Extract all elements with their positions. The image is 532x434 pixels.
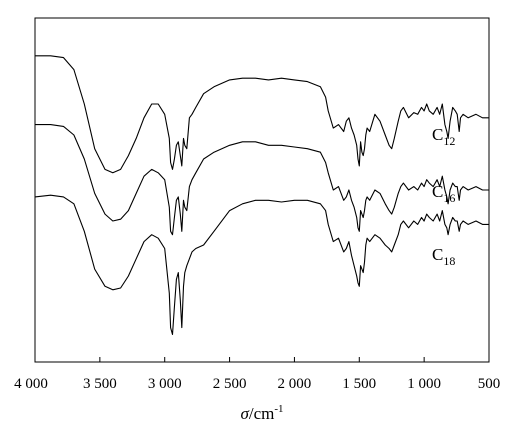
series-label-c18: C18 — [432, 245, 455, 268]
series-line-c18 — [34, 194, 489, 336]
x-axis-label-symbol: σ — [240, 404, 249, 423]
series-label-c12: C12 — [432, 125, 455, 148]
plot-frame — [34, 17, 490, 363]
series-line-c12 — [35, 55, 489, 174]
series-label-c18-sub: 18 — [443, 254, 455, 268]
x-axis-tick-labels: 4 000 3 500 3 000 2 500 2 000 1 500 1 000 500 — [14, 376, 500, 392]
x-axis-ticks — [34, 357, 490, 362]
x-tick-label-4000: 4 000 — [14, 376, 48, 392]
x-tick-label-500: 500 — [478, 376, 501, 392]
x-tick-label-1500: 1 500 — [342, 376, 376, 392]
series-label-c18-base: C — [432, 245, 443, 264]
series-line-c16 — [35, 124, 489, 236]
x-tick-label-3000: 3 000 — [148, 376, 182, 392]
series-label-c12-sub: 12 — [443, 134, 455, 148]
series-label-c16-sub: 16 — [443, 191, 455, 205]
x-tick-label-1000: 1 000 — [407, 376, 441, 392]
x-tick-label-3500: 3 500 — [83, 376, 117, 392]
series-lines — [34, 55, 489, 336]
series-label-c12-base: C — [432, 125, 443, 144]
x-axis-label-unit: /cm — [249, 404, 275, 423]
x-axis-label: σ/cm-1 — [240, 403, 283, 423]
x-tick-label-2000: 2 000 — [278, 376, 312, 392]
x-tick-label-2500: 2 500 — [213, 376, 247, 392]
series-label-c16: C16 — [432, 182, 455, 205]
series-label-c16-base: C — [432, 182, 443, 201]
x-axis-label-exponent: -1 — [274, 403, 283, 415]
